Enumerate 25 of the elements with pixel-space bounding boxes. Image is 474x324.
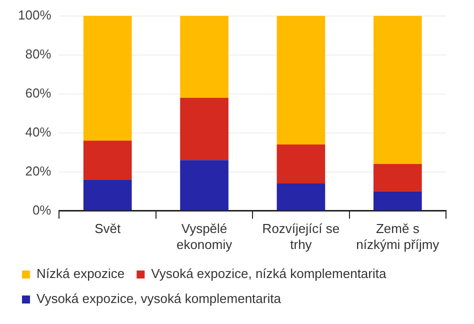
bar xyxy=(276,16,326,144)
y-tick-label: 60% xyxy=(25,85,52,100)
bar xyxy=(83,16,132,141)
x-tick-label: Vyspělé ekonomiy xyxy=(176,221,233,252)
bar xyxy=(83,180,132,210)
bar xyxy=(180,160,228,210)
bar xyxy=(276,184,326,210)
x-tick-label: Svět xyxy=(94,221,121,236)
y-tick-label: 20% xyxy=(25,163,52,178)
bar xyxy=(83,140,132,180)
legend-label: Vysoká expozice, vysoká komplementarita xyxy=(36,291,282,306)
legend-label: Vysoká expozice, nízká komplementarita xyxy=(151,266,387,282)
bar xyxy=(373,164,422,192)
y-tick-label: 40% xyxy=(25,124,52,140)
bar xyxy=(180,98,228,160)
y-tick-label: 80% xyxy=(25,46,52,62)
legend-label: Nízká expozice xyxy=(36,266,125,282)
bar xyxy=(276,144,326,184)
bar xyxy=(373,191,422,210)
x-tick-label: Rozvíjející se trhy xyxy=(262,221,340,252)
y-tick-label: 100% xyxy=(18,7,52,22)
x-tick-label: Země s nízkými příjmy xyxy=(356,221,440,252)
bar xyxy=(373,16,422,164)
y-tick-label: 0% xyxy=(32,202,52,218)
bar xyxy=(180,16,228,98)
